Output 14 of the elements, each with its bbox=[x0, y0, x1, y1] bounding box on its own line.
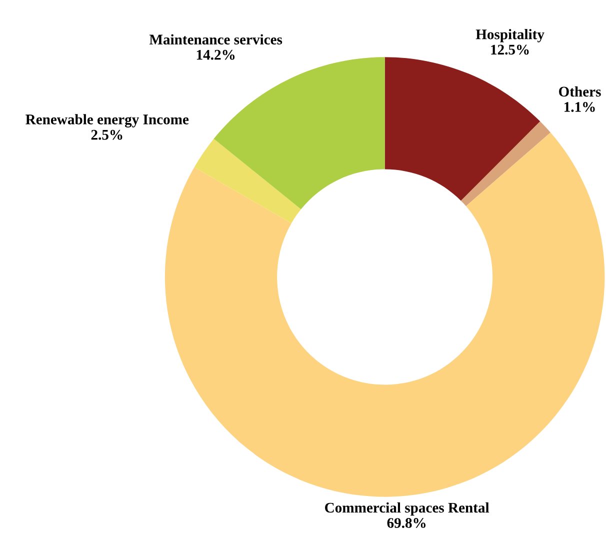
slice-label: Others bbox=[559, 86, 601, 97]
donut-slice bbox=[384, 57, 540, 201]
slice-label: Maintenance services bbox=[149, 34, 282, 44]
slice-label: Renewable energy Income bbox=[26, 114, 189, 128]
data-label: 12.5% bbox=[491, 44, 529, 55]
data-label: 14.2% bbox=[196, 50, 235, 60]
data-label: 2.5% bbox=[91, 130, 122, 140]
data-label: 1.1% bbox=[564, 102, 595, 112]
donut-slice bbox=[194, 138, 301, 224]
data-label: 69.8% bbox=[387, 518, 426, 528]
slice-label: Commercial spaces Rental bbox=[325, 502, 490, 516]
slice-label: Hospitality bbox=[476, 29, 544, 42]
donut-slice bbox=[460, 121, 551, 206]
donut-slice bbox=[164, 132, 605, 497]
